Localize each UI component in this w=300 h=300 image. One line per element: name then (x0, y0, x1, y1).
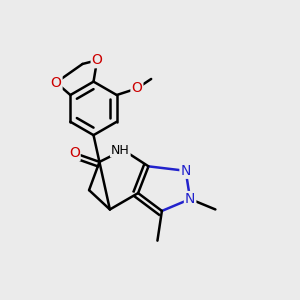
Text: N: N (185, 192, 195, 206)
Text: O: O (69, 146, 80, 160)
Text: O: O (131, 82, 142, 95)
Text: N: N (181, 164, 191, 178)
Text: NH: NH (111, 143, 130, 157)
Text: O: O (51, 76, 62, 89)
Text: O: O (92, 53, 103, 67)
